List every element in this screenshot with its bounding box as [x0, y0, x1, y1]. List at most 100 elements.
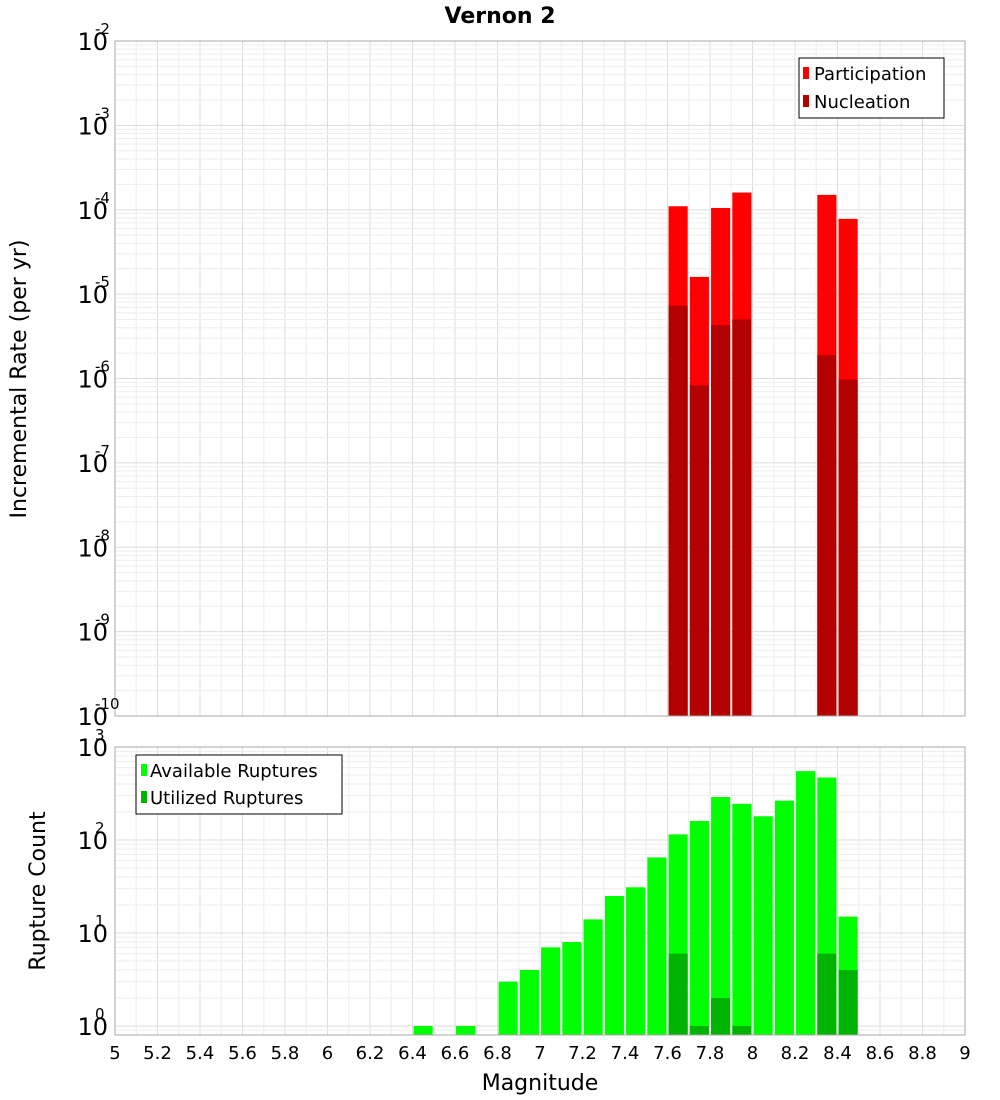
x-tick-label: 8.8: [908, 1043, 937, 1064]
x-tick-label: 6: [322, 1043, 333, 1064]
rate-y-axis-title: Incremental Rate (per yr): [7, 240, 32, 519]
rate-y-tick-exponent: -9: [95, 611, 110, 629]
count-bar-series1: [541, 947, 561, 1035]
rate-y-tick-base: 10: [77, 534, 108, 562]
count-bar-series1: [604, 895, 624, 1035]
count-bar-series2: [689, 1025, 709, 1035]
rate-y-tick-exponent: -10: [95, 695, 120, 713]
rate-y-tick-base: 10: [77, 619, 108, 647]
legend-swatch-nucleation: [803, 95, 809, 107]
chart-title: Vernon 2: [445, 4, 556, 29]
rate-bar-series2: [838, 379, 858, 716]
rate-bar-series2: [817, 354, 837, 716]
count-bar-series1: [626, 887, 646, 1035]
rate-y-tick-exponent: -7: [95, 442, 110, 460]
count-y-tick-base: 10: [77, 734, 108, 762]
count-bar-series1: [562, 942, 582, 1035]
count-y-axis-title: Rupture Count: [26, 811, 51, 971]
count-bar-series2: [817, 953, 837, 1035]
rate-y-tick-base: 10: [77, 112, 108, 140]
rate-y-tick-base: 10: [77, 197, 108, 225]
count-bar-series1: [583, 919, 603, 1035]
count-bar-series1: [732, 803, 752, 1035]
count-bar-series1: [413, 1025, 433, 1035]
count-bar-series2: [732, 1025, 752, 1035]
count-bar-series1: [498, 981, 518, 1035]
x-tick-label: 7: [534, 1043, 545, 1064]
rate-plot-frame: [114, 40, 966, 717]
count-plot-frame: [114, 746, 966, 1036]
legend-label-nucleation: Nucleation: [814, 92, 910, 113]
x-tick-label: 6.4: [398, 1043, 427, 1064]
x-tick-label: 5: [109, 1043, 120, 1064]
rate-bars: [668, 192, 858, 717]
rate-y-tick-exponent: -2: [95, 20, 110, 38]
count-bar-series2: [668, 953, 688, 1035]
count-y-tick-exponent: 3: [95, 726, 105, 744]
x-tick-label: 7.8: [696, 1043, 725, 1064]
rate-y-tick-base: 10: [77, 703, 108, 731]
count-bar-series1: [753, 816, 773, 1035]
count-y-tick-base: 10: [77, 1013, 108, 1041]
legend-swatch-utilized: [141, 791, 147, 803]
x-tick-label: 5.2: [143, 1043, 172, 1064]
rate-grid: [115, 41, 965, 716]
rate-y-tick-exponent: -8: [95, 526, 110, 544]
legend-label-participation: Participation: [814, 64, 926, 85]
rate-y-tick-exponent: -4: [95, 189, 110, 207]
x-tick-label: 5.6: [228, 1043, 257, 1064]
count-bar-series1: [796, 771, 816, 1035]
legend-swatch-participation: [803, 67, 809, 79]
count-bar-series1: [774, 800, 794, 1035]
rate-y-tick-base: 10: [77, 450, 108, 478]
x-tick-label: 7.2: [568, 1043, 597, 1064]
x-axis-title: Magnitude: [482, 1071, 599, 1096]
count-bars: [413, 771, 858, 1035]
count-y-tick-base: 10: [77, 827, 108, 855]
x-tick-label: 7.6: [653, 1043, 682, 1064]
count-bar-series2: [838, 969, 858, 1035]
x-tick-label: 6.2: [356, 1043, 385, 1064]
rate-y-tick-base: 10: [77, 281, 108, 309]
magnitude-x-ticks: 5 5.2 5.4 5.6 5.8 6 6.2 6.4 6.6 6.8 7 7.2 7.4 7.6 7.8 8…: [109, 1043, 970, 1064]
x-tick-label: 5.4: [186, 1043, 215, 1064]
count-bar-series1: [519, 969, 539, 1035]
x-tick-label: 8.6: [866, 1043, 895, 1064]
count-bar-series1: [711, 796, 731, 1035]
count-bar-series1: [456, 1025, 476, 1035]
rate-bar-series2: [711, 325, 731, 716]
rate-y-tick-base: 10: [77, 366, 108, 394]
x-tick-label: 7.4: [611, 1043, 640, 1064]
count-y-tick-exponent: 0: [95, 1005, 105, 1023]
rate-legend: Participation Nucleation: [798, 57, 945, 119]
x-tick-label: 6.6: [441, 1043, 470, 1064]
x-tick-label: 8.4: [823, 1043, 852, 1064]
rate-y-tick-exponent: -5: [95, 273, 110, 291]
rate-legend-box: [798, 57, 945, 119]
rate-bar-series2: [732, 319, 752, 716]
x-tick-label: 8: [747, 1043, 758, 1064]
count-y-tick-base: 10: [77, 920, 108, 948]
rate-y-tick-exponent: -3: [95, 104, 110, 122]
legend-label-available: Available Ruptures: [150, 761, 318, 782]
count-bar-series1: [647, 857, 667, 1035]
rate-y-tick-exponent: -6: [95, 358, 110, 376]
count-y-tick-exponent: 1: [95, 912, 105, 930]
x-tick-label: 8.2: [781, 1043, 810, 1064]
x-tick-label: 9: [959, 1043, 970, 1064]
rate-bar-series2: [689, 385, 709, 716]
legend-label-utilized: Utilized Ruptures: [150, 788, 303, 809]
legend-swatch-available: [141, 764, 147, 776]
count-y-tick-exponent: 2: [95, 819, 105, 837]
count-bar-series2: [711, 997, 731, 1035]
count-legend: Available Ruptures Utilized Ruptures: [135, 754, 343, 815]
x-tick-label: 6.8: [483, 1043, 512, 1064]
count-legend-box: [135, 754, 343, 815]
count-bar-series1: [689, 821, 709, 1035]
x-tick-label: 5.8: [271, 1043, 300, 1064]
